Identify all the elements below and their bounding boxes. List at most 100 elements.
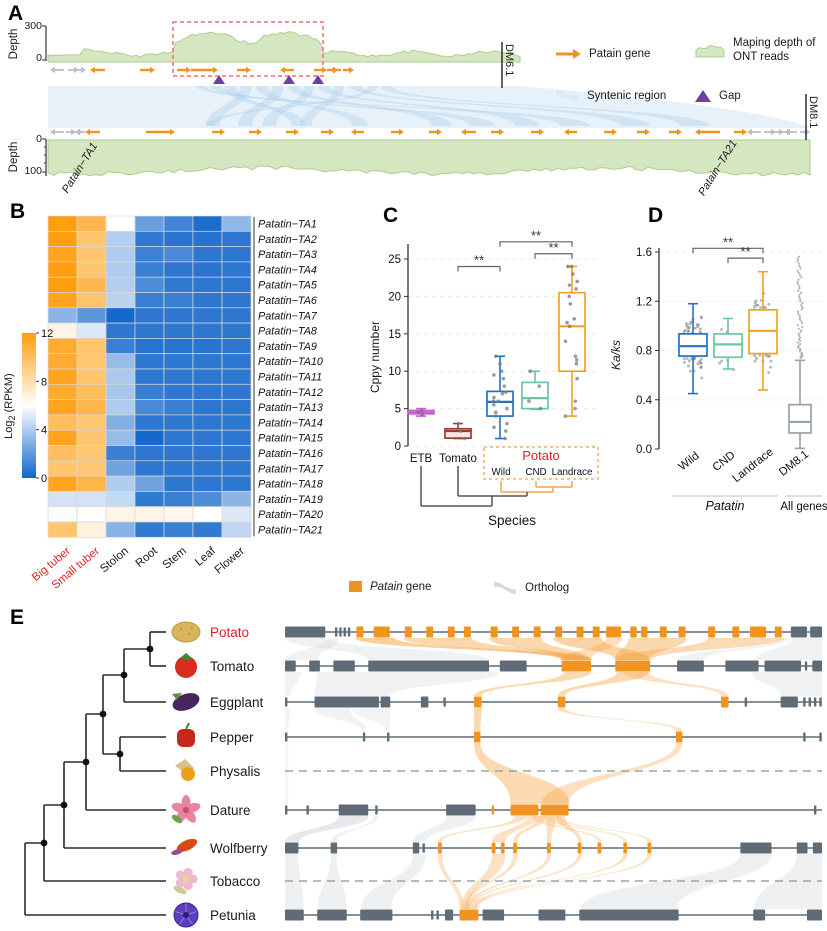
pepper-image bbox=[177, 722, 195, 747]
gene-block bbox=[764, 660, 802, 672]
heatmap-cell bbox=[192, 215, 223, 232]
jitter-point bbox=[686, 364, 690, 368]
significance-stars: ** bbox=[740, 244, 750, 259]
patain-ribbon bbox=[615, 638, 687, 660]
gene-row-label: Patatin−TA17 bbox=[258, 463, 324, 475]
syntenic-ribbon bbox=[318, 86, 540, 126]
heatmap-cell bbox=[163, 276, 194, 293]
gene-row-label: Patatin−TA10 bbox=[258, 356, 323, 368]
petunia-image bbox=[173, 902, 199, 928]
heatmap-cell bbox=[134, 475, 165, 492]
legend-label-patain-gene: Patain gene bbox=[589, 48, 651, 60]
gene-arrow bbox=[764, 128, 776, 136]
heatmap-cell bbox=[105, 429, 136, 446]
gene-tick bbox=[347, 627, 351, 637]
jitter-point bbox=[687, 359, 691, 363]
heatmap-cell bbox=[192, 429, 223, 446]
heatmap-cell bbox=[221, 383, 252, 400]
outlier-point bbox=[798, 285, 801, 288]
gene-arrow bbox=[212, 128, 225, 136]
syntenic-ribbon bbox=[350, 86, 650, 126]
dature-image bbox=[171, 795, 201, 824]
heatmap-cell bbox=[192, 230, 223, 247]
patain-ribbon bbox=[438, 854, 464, 909]
panel-d-label: D bbox=[648, 204, 664, 227]
heatmap-cell bbox=[221, 506, 252, 523]
heatmap-cell bbox=[221, 322, 252, 339]
jitter-point bbox=[759, 299, 763, 303]
patain-ribbon bbox=[474, 672, 592, 696]
data-point bbox=[568, 302, 573, 306]
outlier-point bbox=[798, 293, 801, 296]
heatmap-cell bbox=[221, 307, 252, 324]
eggplant-image bbox=[172, 693, 200, 711]
gene-tick bbox=[362, 732, 366, 742]
patain-gene-block bbox=[426, 626, 434, 638]
jitter-point bbox=[697, 323, 701, 327]
data-point bbox=[567, 324, 572, 329]
heatmap-cell bbox=[221, 491, 252, 508]
patain-gene-block bbox=[491, 842, 496, 854]
jitter-point bbox=[698, 330, 702, 334]
gene-tick bbox=[375, 805, 378, 815]
heatmap-cell bbox=[163, 261, 194, 278]
gene-block bbox=[285, 909, 304, 921]
gene-tick bbox=[813, 697, 817, 707]
heatmap-cell bbox=[76, 353, 107, 370]
data-point bbox=[505, 406, 509, 411]
y-tick-label: 15 bbox=[388, 329, 401, 341]
heatmap-cell bbox=[221, 414, 252, 431]
jitter-point bbox=[699, 315, 703, 319]
panel-a-genome-tracks: DM6.1 DM8.1 bbox=[42, 21, 819, 177]
significance-stars: ** bbox=[548, 240, 558, 255]
gene-tick bbox=[491, 805, 495, 815]
patain-ribbon bbox=[474, 743, 570, 804]
patain-gene-block bbox=[512, 626, 520, 638]
patain-ribbon bbox=[491, 816, 537, 842]
heatmap-cell bbox=[47, 399, 78, 416]
outlier-point bbox=[796, 260, 799, 263]
jitter-point bbox=[687, 329, 691, 333]
panel-c-ylabel: Cppy number bbox=[368, 320, 382, 394]
patain-gene-block bbox=[750, 626, 767, 638]
heatmap-cell bbox=[47, 368, 78, 385]
gene-block bbox=[579, 909, 679, 921]
y-tick-label: 5 bbox=[395, 404, 401, 416]
zoom-region-box bbox=[172, 21, 324, 77]
jitter-point bbox=[686, 326, 690, 330]
data-point bbox=[458, 429, 463, 433]
gene-arrow bbox=[391, 128, 404, 136]
data-point bbox=[504, 390, 508, 394]
patain-ribbon bbox=[541, 743, 683, 804]
gene-tick bbox=[443, 697, 446, 707]
heatmap-cell bbox=[192, 307, 223, 324]
heatmap-cell bbox=[163, 506, 194, 523]
gap-triangle bbox=[312, 75, 324, 84]
heatmap-cell bbox=[47, 215, 78, 232]
patain-gene-block bbox=[474, 731, 481, 743]
outlier-point bbox=[797, 327, 800, 330]
outlier-point bbox=[797, 344, 800, 347]
gene-arrow bbox=[669, 128, 682, 136]
data-point bbox=[574, 358, 579, 362]
heatmap-cell bbox=[221, 368, 252, 385]
box-CND bbox=[713, 333, 743, 359]
colorbar-tick: 4 bbox=[41, 425, 47, 437]
heatmap-cell bbox=[163, 292, 194, 309]
colorbar-tick: 12 bbox=[41, 328, 53, 340]
heatmap-cell bbox=[134, 353, 165, 370]
depth-tick-0-top: 0 bbox=[36, 52, 42, 64]
gene-row-label: Patatin−TA4 bbox=[258, 264, 317, 276]
gene-arrow bbox=[800, 128, 810, 136]
patain-gene-block bbox=[474, 696, 482, 708]
jitter-point bbox=[699, 366, 703, 370]
heatmap-cell bbox=[221, 246, 252, 263]
syntenic-ribbon bbox=[238, 86, 284, 126]
data-point bbox=[494, 354, 498, 359]
gene-row-label: Patatin−TA15 bbox=[258, 433, 324, 445]
y-tick-label: 1.6 bbox=[636, 247, 652, 259]
heatmap-cell bbox=[163, 383, 194, 400]
outlier-point bbox=[799, 339, 802, 342]
jitter-point bbox=[769, 359, 773, 363]
patain-ribbon bbox=[463, 854, 518, 909]
